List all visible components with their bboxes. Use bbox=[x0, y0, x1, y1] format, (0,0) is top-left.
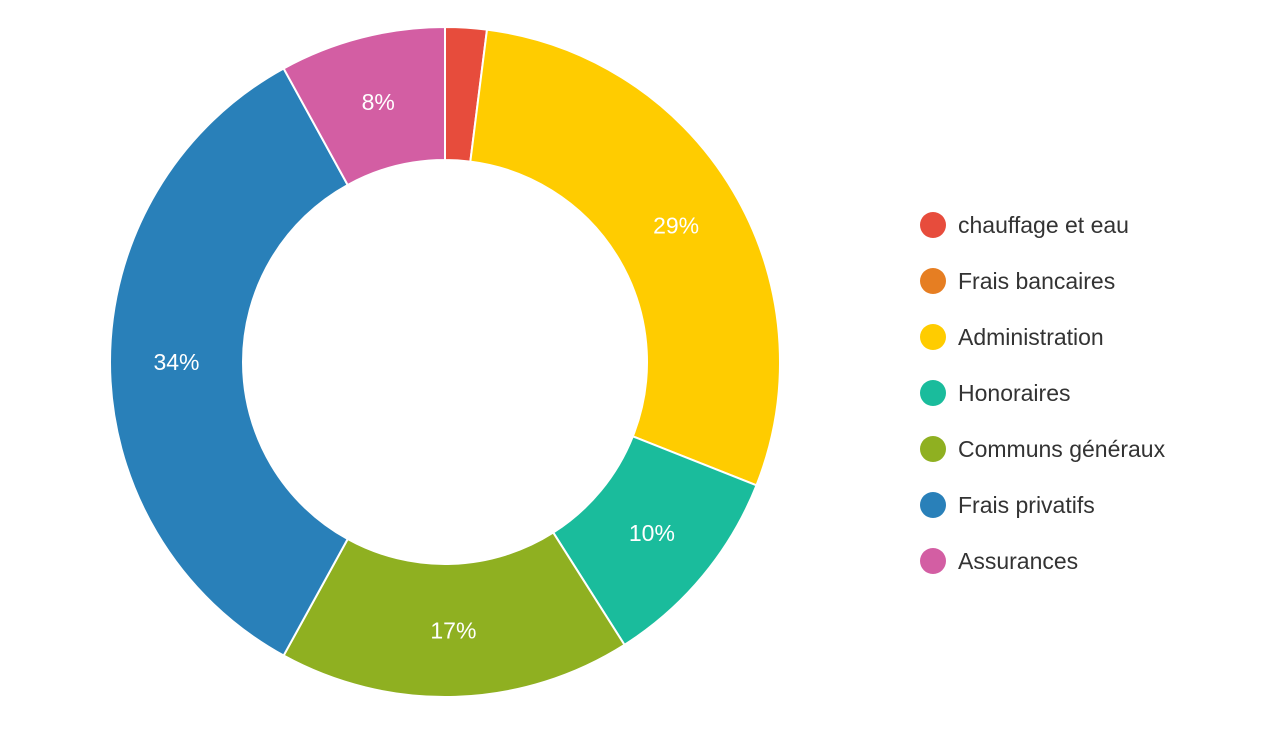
legend-item-administration[interactable]: Administration bbox=[920, 309, 1165, 365]
legend-swatch-chauffage-et-eau bbox=[920, 212, 946, 238]
data-label-communs-generaux: 17% bbox=[430, 617, 476, 643]
legend-item-communs-generaux[interactable]: Communs généraux bbox=[920, 421, 1165, 477]
slice-administration[interactable] bbox=[469, 28, 781, 487]
legend-label-assurances: Assurances bbox=[958, 547, 1079, 574]
legend-label-chauffage-et-eau: chauffage et eau bbox=[958, 211, 1129, 238]
data-label-frais-privatifs: 34% bbox=[153, 349, 199, 375]
legend-swatch-administration bbox=[920, 324, 946, 350]
legend-swatch-communs-generaux bbox=[920, 436, 946, 462]
legend-item-chauffage-et-eau[interactable]: chauffage et eau bbox=[920, 197, 1165, 253]
data-label-honoraires: 10% bbox=[629, 520, 675, 546]
legend-item-frais-bancaires[interactable]: Frais bancaires bbox=[920, 253, 1165, 309]
legend-label-frais-bancaires: Frais bancaires bbox=[958, 267, 1116, 294]
legend-label-administration: Administration bbox=[958, 323, 1104, 350]
legend-item-assurances[interactable]: Assurances bbox=[920, 533, 1165, 589]
legend-item-frais-privatifs[interactable]: Frais privatifs bbox=[920, 477, 1165, 533]
chart-legend: chauffage et eau Frais bancaires Adminis… bbox=[920, 197, 1165, 589]
legend-item-honoraires[interactable]: Honoraires bbox=[920, 365, 1165, 421]
legend-label-honoraires: Honoraires bbox=[958, 379, 1071, 406]
slice-assurances[interactable] bbox=[282, 25, 446, 187]
legend-label-frais-privatifs: Frais privatifs bbox=[958, 491, 1095, 518]
slice-frais-privatifs[interactable] bbox=[109, 67, 350, 657]
legend-swatch-frais-bancaires bbox=[920, 268, 946, 294]
donut-slice-labels: 29% 10% 17% 34% 8% bbox=[153, 89, 699, 644]
data-label-assurances: 8% bbox=[362, 89, 395, 115]
slice-communs-generaux[interactable] bbox=[282, 531, 626, 698]
data-label-administration: 29% bbox=[653, 212, 699, 238]
legend-swatch-assurances bbox=[920, 548, 946, 574]
legend-swatch-frais-privatifs bbox=[920, 492, 946, 518]
legend-label-communs-generaux: Communs généraux bbox=[958, 435, 1166, 462]
legend-swatch-honoraires bbox=[920, 380, 946, 406]
donut-slices bbox=[109, 25, 781, 698]
